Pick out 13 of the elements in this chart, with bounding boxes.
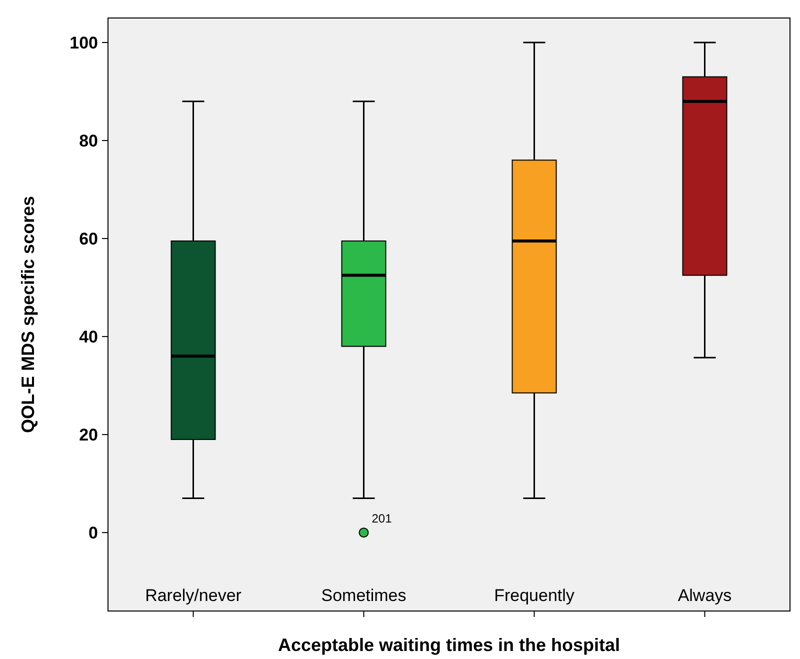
y-tick-label: 80 xyxy=(79,131,98,150)
y-tick-label: 20 xyxy=(79,426,98,445)
x-axis-title: Acceptable waiting times in the hospital xyxy=(278,635,620,655)
x-tick-label: Sometimes xyxy=(321,586,406,605)
annotation: 201 xyxy=(372,512,392,526)
y-tick-label: 40 xyxy=(79,328,98,347)
x-tick-label: Rarely/never xyxy=(145,586,242,605)
y-axis-title: QOL-E MDS specific scores xyxy=(18,196,38,434)
x-tick-label: Always xyxy=(678,586,732,605)
y-tick-label: 60 xyxy=(79,229,98,248)
y-tick-label: 100 xyxy=(70,33,98,52)
y-tick-label: 0 xyxy=(88,524,98,543)
x-tick-label: Frequently xyxy=(494,586,575,605)
